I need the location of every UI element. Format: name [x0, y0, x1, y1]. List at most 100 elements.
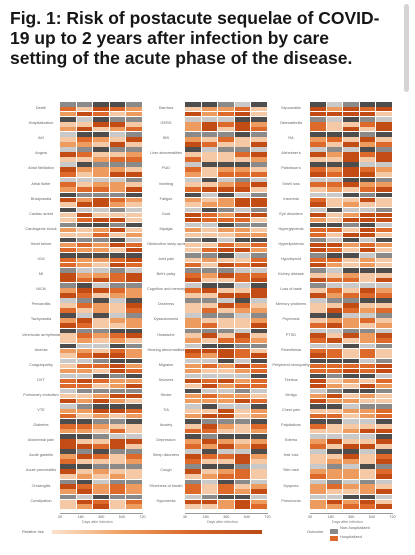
heatmap-cell — [60, 122, 76, 127]
heatmap-cell — [343, 444, 359, 449]
heatmap-cell — [251, 172, 267, 177]
scrollbar[interactable] — [404, 4, 409, 92]
heatmap-cell — [126, 197, 142, 203]
heatmap-cell — [185, 298, 201, 303]
heatmap-cell — [343, 363, 359, 369]
heatmap-cell — [234, 111, 251, 117]
heatmap-cell — [343, 449, 359, 454]
row-label: Tinnitus — [284, 377, 298, 382]
heatmap-cell — [218, 111, 234, 117]
row-label: Joint pain — [157, 257, 175, 261]
heatmap-cell — [109, 111, 126, 117]
heatmap-cell — [218, 464, 234, 469]
heatmap-cell — [376, 303, 392, 308]
heatmap-cell — [376, 479, 392, 485]
heatmap-cell — [343, 318, 359, 323]
heatmap-cell — [359, 182, 376, 187]
heatmap-cell — [201, 237, 218, 243]
heatmap-cell — [343, 172, 359, 177]
heatmap-cell — [185, 413, 201, 419]
heatmap-cell — [93, 167, 109, 172]
heatmap-cell — [359, 464, 376, 469]
heatmap-cell — [218, 177, 234, 183]
heatmap-cell — [60, 162, 76, 167]
heatmap-cell — [185, 348, 201, 354]
heatmap-cell — [218, 126, 234, 132]
heatmap-cell — [201, 147, 218, 152]
heatmap-cell — [376, 373, 392, 379]
heatmap-cell — [234, 293, 251, 298]
heatmap-cell — [185, 439, 201, 444]
heatmap-cell — [109, 489, 126, 494]
heatmap-cell — [218, 428, 234, 434]
heatmap-cell — [251, 122, 267, 127]
heatmap-cell — [359, 459, 376, 464]
heatmap-cell — [343, 106, 359, 112]
heatmap-cell — [310, 449, 326, 454]
heatmap-cell — [359, 157, 376, 162]
heatmap-cell — [185, 262, 201, 268]
heatmap-cell — [326, 303, 343, 308]
heatmap-cell — [76, 277, 93, 283]
x-axis-tick: 540 — [243, 514, 251, 519]
heatmap-cell — [109, 328, 126, 334]
heatmap-cell — [359, 187, 376, 192]
heatmap-cell — [359, 393, 376, 399]
heatmap-cell — [185, 353, 201, 358]
heatmap-cell — [201, 338, 218, 343]
heatmap-cell — [126, 368, 142, 374]
row-label: Psychosis — [282, 317, 300, 322]
heatmap-cell — [76, 247, 93, 253]
heatmap-cell — [185, 449, 201, 454]
heatmap-cell — [109, 303, 126, 308]
heatmap-cell — [376, 323, 392, 328]
heatmap-cell — [109, 444, 126, 449]
heatmap-cell — [343, 212, 359, 218]
heatmap-cell — [76, 162, 93, 167]
heatmap-cell — [234, 388, 251, 394]
heatmap-cell — [93, 323, 109, 328]
heatmap-cell — [326, 217, 343, 223]
row-label: Cardiac arrest — [29, 211, 53, 216]
heatmap-cell — [109, 177, 126, 183]
heatmap-cell — [201, 313, 218, 318]
heatmap-cell — [109, 152, 126, 157]
heatmap-cell — [126, 388, 142, 394]
heatmap-cell — [234, 152, 251, 157]
heatmap-cell — [218, 408, 234, 414]
heatmap-cell — [343, 408, 359, 414]
heatmap-cell — [109, 428, 126, 434]
heatmap-cell — [201, 393, 218, 399]
heatmap-cell — [376, 142, 392, 147]
heatmap-cell — [234, 308, 251, 313]
heatmap-cell — [376, 454, 392, 459]
heatmap-cell — [218, 358, 234, 364]
heatmap-cell — [185, 197, 201, 203]
heatmap-cell — [343, 102, 359, 107]
heatmap-cell — [185, 172, 201, 177]
heatmap-cell — [93, 117, 109, 122]
heatmap-cell — [326, 283, 343, 288]
x-axis-line — [185, 512, 268, 514]
heatmap-cell — [376, 242, 392, 248]
heatmap-cell — [326, 333, 343, 338]
heatmap-cell — [359, 413, 376, 419]
heatmap-cell — [343, 177, 359, 183]
heatmap-cell — [185, 303, 201, 308]
row-label: Hypothyroid — [280, 257, 302, 261]
row-label: TIA — [163, 408, 169, 412]
heatmap-cell — [376, 192, 392, 198]
heatmap-cell — [201, 489, 218, 494]
heatmap-cell — [343, 117, 359, 122]
heatmap-cell — [343, 368, 359, 374]
heatmap-cell — [201, 217, 218, 223]
heatmap-cell — [343, 434, 359, 439]
heatmap-cell — [343, 388, 359, 394]
heatmap-cell — [93, 152, 109, 157]
heatmap-cell — [251, 424, 267, 429]
heatmap-cell — [93, 257, 109, 263]
heatmap-cell — [218, 434, 234, 439]
heatmap-cell — [310, 383, 326, 389]
heatmap-cell — [93, 293, 109, 298]
